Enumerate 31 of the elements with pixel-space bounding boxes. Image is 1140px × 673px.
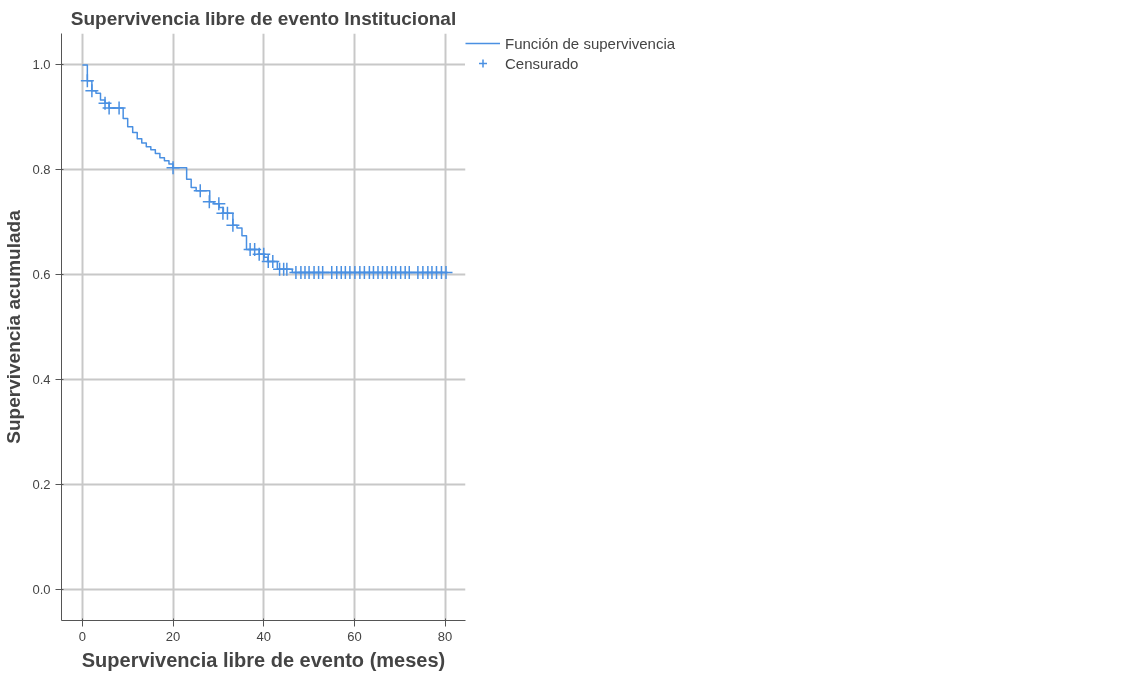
point bbox=[202, 194, 217, 209]
point bbox=[225, 218, 241, 233]
point bbox=[256, 246, 271, 262]
x-axis-title: Supervivencia libre de evento (meses) bbox=[81, 648, 446, 671]
y-tick-label: 0.0 bbox=[32, 581, 51, 597]
point bbox=[111, 100, 127, 116]
point bbox=[84, 83, 100, 98]
y-tick-label: 0.6 bbox=[32, 267, 51, 283]
x-tick-label: 40 bbox=[256, 628, 271, 644]
point bbox=[279, 262, 295, 277]
point bbox=[97, 95, 113, 111]
point bbox=[211, 196, 227, 212]
y-tick-label: 0.8 bbox=[32, 162, 51, 178]
chart-title: Supervivencia libre de evento Institucional bbox=[70, 7, 457, 29]
point bbox=[247, 242, 262, 257]
y-tick-label: 1.0 bbox=[32, 57, 51, 73]
x-tick-label: 20 bbox=[165, 628, 181, 644]
x-tick-label: 0 bbox=[78, 628, 86, 644]
point bbox=[80, 73, 95, 88]
point bbox=[193, 183, 208, 198]
point bbox=[220, 206, 235, 221]
y-tick-label: 0.2 bbox=[32, 476, 51, 492]
y-tick-label: 0.4 bbox=[32, 371, 51, 387]
legend-label: Función de supervivencia bbox=[505, 34, 676, 52]
point bbox=[438, 265, 454, 280]
legend-label: Censurado bbox=[505, 54, 579, 72]
point bbox=[265, 254, 281, 269]
y-axis-title: Supervivencia acumulada bbox=[3, 209, 25, 444]
x-tick-label: 60 bbox=[347, 628, 362, 644]
x-tick-label: 80 bbox=[437, 628, 453, 644]
point bbox=[165, 160, 181, 175]
